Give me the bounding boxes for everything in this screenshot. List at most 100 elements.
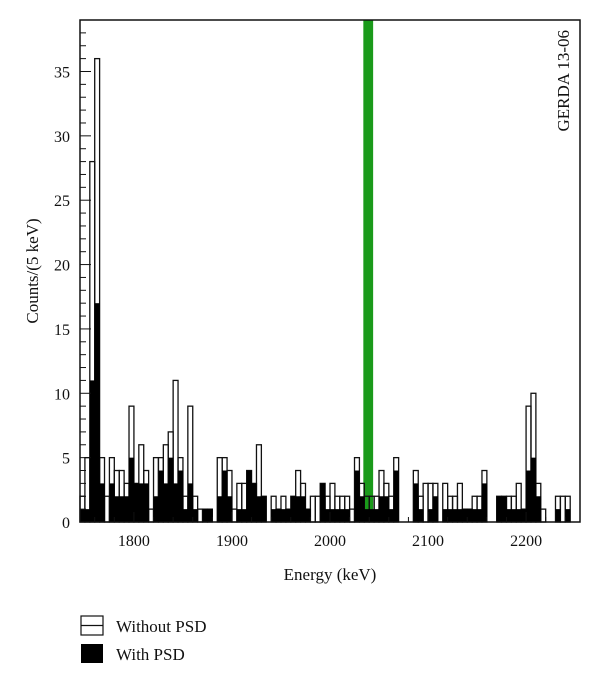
bar-without-psd	[196, 508, 204, 523]
legend-item-with-psd: With PSD	[81, 644, 185, 664]
bar-with-psd	[207, 509, 213, 522]
bar-with-psd	[320, 483, 326, 522]
bar-with-psd	[374, 509, 380, 522]
x-tick-label: 1900	[216, 533, 248, 550]
bar-with-psd	[369, 509, 375, 522]
bar-with-psd	[261, 496, 267, 522]
bar-with-psd	[94, 303, 100, 522]
bar-with-psd	[418, 509, 424, 522]
bar-with-psd	[178, 470, 184, 522]
y-tick-label: 15	[54, 322, 70, 339]
bar-with-psd	[276, 509, 282, 522]
bar-with-psd	[472, 509, 478, 522]
bar-without-psd	[422, 482, 429, 523]
bar-with-psd	[432, 496, 439, 522]
x-tick-label: 1800	[118, 533, 150, 550]
bar-with-psd	[222, 470, 228, 522]
bar-with-psd	[325, 509, 331, 522]
bar-with-psd	[452, 509, 458, 522]
legend: Without PSD With PSD	[80, 615, 206, 664]
x-tick-label: 2200	[510, 533, 542, 550]
bar-with-psd	[202, 509, 208, 522]
bar-with-psd	[109, 483, 115, 522]
bar-with-psd	[187, 483, 194, 522]
y-tick-label: 10	[54, 386, 70, 403]
bar-with-psd	[192, 509, 198, 522]
bar-with-psd	[477, 509, 483, 522]
bar-with-psd	[535, 496, 542, 522]
legend-swatch-filled	[81, 644, 103, 663]
bar-with-psd	[442, 509, 448, 522]
bar-without-psd	[314, 495, 321, 523]
bar-with-psd	[280, 509, 287, 522]
bar-with-psd	[383, 496, 390, 522]
bar-with-psd	[153, 496, 159, 522]
bar-with-psd	[521, 509, 527, 522]
x-axis-label: Energy (keV)	[284, 565, 377, 584]
bar-with-psd	[359, 496, 365, 522]
bar-with-psd	[462, 509, 468, 522]
legend-label-without-psd: Without PSD	[116, 617, 206, 636]
gerda-annotation: GERDA 13-06	[554, 30, 573, 132]
bar-with-psd	[163, 483, 169, 522]
qbb-band	[363, 20, 374, 522]
x-tick-label: 2100	[412, 533, 444, 550]
y-tick-label: 25	[54, 193, 70, 210]
bar-with-psd	[89, 380, 96, 522]
bar-with-psd	[516, 509, 522, 522]
bar-with-psd	[379, 496, 385, 522]
bar-with-psd	[256, 496, 262, 522]
bar-with-psd	[143, 483, 149, 522]
plot-frame	[79, 19, 581, 523]
bar-with-psd	[300, 496, 306, 522]
bar-with-psd	[388, 509, 395, 522]
bar-without-psd	[540, 508, 547, 523]
bar-with-psd	[501, 496, 507, 522]
bar-with-psd	[241, 509, 247, 522]
bar-with-psd	[99, 483, 105, 522]
bar-with-psd	[339, 509, 346, 522]
with-psd-series	[80, 303, 571, 522]
bar-with-psd	[565, 509, 571, 522]
bar-with-psd	[251, 483, 257, 522]
bar-with-psd	[285, 509, 292, 522]
y-tick-label: 0	[62, 515, 70, 532]
bar-with-psd	[496, 496, 502, 522]
bar-with-psd	[84, 509, 91, 522]
bar-with-psd	[413, 483, 419, 522]
bar-with-psd	[290, 496, 296, 522]
bar-with-psd	[236, 509, 243, 522]
y-tick-label: 20	[54, 258, 70, 275]
y-tick-label: 35	[54, 64, 70, 81]
bar-with-psd	[530, 457, 537, 522]
bar-with-psd	[114, 496, 120, 522]
bar-with-psd	[511, 509, 517, 522]
bar-with-psd	[457, 509, 463, 522]
legend-item-without-psd: Without PSD	[80, 615, 206, 636]
bar-with-psd	[173, 483, 179, 522]
bar-with-psd	[344, 509, 350, 522]
y-axis: 0 5 10 15 20 25 30 35	[54, 32, 91, 532]
bar-with-psd	[428, 509, 434, 522]
x-axis: 1800 1900 2000 2100 2200	[94, 512, 566, 550]
bar-with-psd	[526, 470, 532, 522]
bar-without-psd	[147, 508, 155, 523]
bar-with-psd	[246, 470, 252, 522]
bar-with-psd	[168, 457, 174, 522]
bar-without-psd	[348, 508, 356, 523]
bar-with-psd	[119, 496, 125, 522]
bar-without-psd	[309, 495, 316, 523]
bar-with-psd	[158, 470, 164, 522]
bar-with-psd	[182, 509, 189, 522]
bar-with-psd	[80, 509, 86, 522]
bar-with-psd	[330, 509, 336, 522]
bar-with-psd	[124, 496, 130, 522]
x-tick-label: 2000	[314, 533, 346, 550]
bar-with-psd	[227, 496, 233, 522]
bar-without-psd	[103, 495, 111, 523]
y-axis-label: Counts/(5 keV)	[23, 218, 42, 323]
bar-with-psd	[467, 509, 473, 522]
bar-with-psd	[217, 496, 223, 522]
bar-with-psd	[295, 496, 301, 522]
